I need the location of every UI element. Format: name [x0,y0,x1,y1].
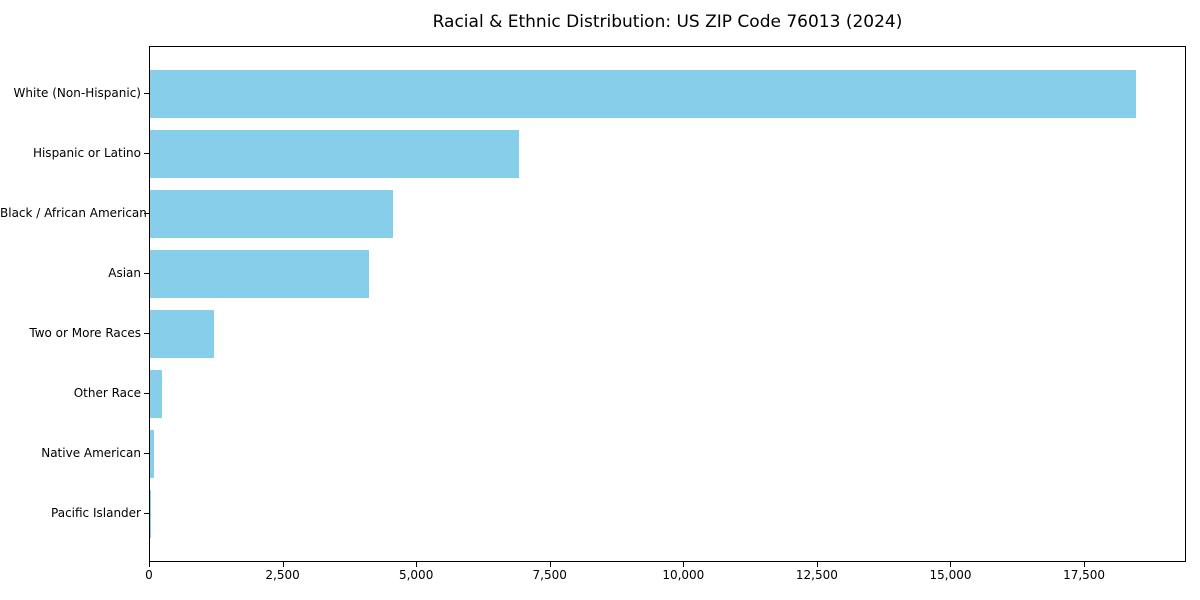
y-tick-mark [144,512,149,514]
y-axis-category-label: Two or More Races [29,325,141,340]
y-tick-mark [144,332,149,334]
y-axis-category-label: Native American [41,445,141,460]
x-tick-label: 15,000 [929,568,972,582]
bar [150,70,1136,119]
bar [150,130,519,179]
bar [150,250,370,298]
y-tick-mark [144,273,149,275]
y-axis-category-label: White (Non-Hispanic) [13,86,141,101]
x-tick-label: 7,500 [532,568,567,582]
y-tick-mark [144,93,149,95]
y-tick-mark [144,452,149,454]
x-tick-label: 17,500 [1063,568,1106,582]
y-tick-mark [144,213,149,215]
x-tick-label: 5,000 [398,568,434,582]
x-tick-mark [950,562,952,567]
x-tick-mark [1084,562,1086,567]
y-tick-mark [144,153,149,155]
y-axis-category-label: Black / African American [0,206,147,221]
bar [150,369,163,418]
bar [150,309,215,358]
x-tick-mark [416,562,418,567]
x-tick-mark [149,562,150,567]
y-axis-category-label: Hispanic or Latino [32,146,141,161]
x-tick-label: 2,500 [265,568,300,582]
x-tick-mark [683,562,685,567]
plot-area [149,46,1186,562]
y-axis-category-label: Asian [108,266,141,281]
bar [150,429,154,478]
x-tick-label: 10,000 [662,568,705,582]
x-tick-label: 0 [145,568,153,582]
bar [150,190,394,239]
chart-title: Racial & Ethnic Distribution: US ZIP Cod… [432,12,903,32]
x-tick-mark [816,562,818,567]
x-tick-mark [549,562,551,567]
y-axis-category-label: Pacific Islander [51,505,141,520]
x-tick-label: 12,500 [795,568,838,582]
bar [150,489,151,538]
y-axis-category-label: Other Race [73,385,141,400]
x-tick-mark [282,562,284,567]
y-tick-mark [144,392,149,394]
